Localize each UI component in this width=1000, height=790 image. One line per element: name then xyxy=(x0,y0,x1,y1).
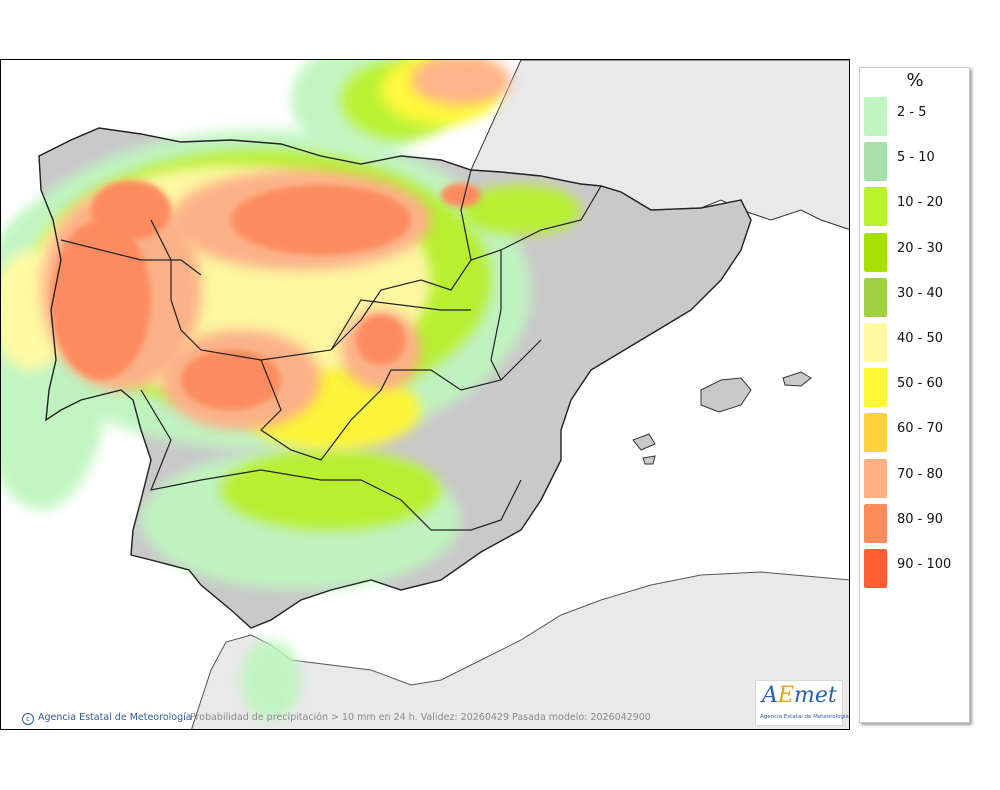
legend-swatch xyxy=(864,187,887,227)
formentera xyxy=(642,455,656,465)
ibiza xyxy=(632,433,656,451)
legend-label: 2 - 5 xyxy=(897,105,927,120)
africa-land xyxy=(191,571,849,729)
legend-item: 30 - 40 xyxy=(864,274,968,317)
legend-item: 40 - 50 xyxy=(864,319,968,362)
legend-label: 50 - 60 xyxy=(897,376,944,392)
legend-label: 5 - 10 xyxy=(897,150,935,166)
legend-swatch xyxy=(864,503,887,543)
legend-label: 60 - 70 xyxy=(897,421,944,437)
legend-swatch xyxy=(864,232,887,272)
legend-item: 5 - 10 xyxy=(864,138,968,182)
legend-swatch xyxy=(864,142,887,182)
legend-swatch xyxy=(864,368,887,408)
legend-swatch xyxy=(864,413,887,453)
legend-swatch xyxy=(864,549,887,588)
legend-label: 90 - 100 xyxy=(897,557,952,572)
legend-item: 60 - 70 xyxy=(864,409,968,453)
mallorca xyxy=(700,377,752,413)
forecast-map xyxy=(0,59,850,730)
legend-item: 50 - 60 xyxy=(864,364,968,408)
legend-label: 40 - 50 xyxy=(897,331,944,346)
legend-item: 2 - 5 xyxy=(864,93,968,136)
legend-swatch xyxy=(864,458,887,498)
aemet-logo: AEmet Agencia Estatal de Meteorología xyxy=(755,680,849,726)
legend-swatch xyxy=(864,277,887,317)
credit-text: Agencia Estatal de Meteorología xyxy=(38,712,192,723)
legend-unit: % xyxy=(906,70,924,91)
legend-label: 80 - 90 xyxy=(897,511,944,527)
credit-line: c Agencia Estatal de Meteorología xyxy=(22,712,192,725)
legend-panel: % 2 - 5 5 - 10 10 - 20 20 - 30 30 - 40 40 - 5… xyxy=(859,67,970,723)
logo-subtitle: Agencia Estatal de Meteorología xyxy=(760,714,849,720)
legend-swatch xyxy=(864,323,887,362)
legend-label: 10 - 20 xyxy=(897,195,944,211)
copyright-icon: c xyxy=(22,713,34,725)
map-caption: Probabilidad de precipitación > 10 mm en… xyxy=(190,712,651,723)
menorca xyxy=(782,371,812,387)
legend-label: 30 - 40 xyxy=(897,285,944,301)
legend-item: 80 - 90 xyxy=(864,500,968,543)
legend-label: 70 - 80 xyxy=(897,466,944,482)
legend-item: 10 - 20 xyxy=(864,183,968,227)
legend-item: 90 - 100 xyxy=(864,545,968,588)
legend-item: 20 - 30 xyxy=(864,229,968,272)
legend-swatch xyxy=(864,97,887,136)
region-borders xyxy=(60,169,602,531)
aemet-logo-wordmark: AEmet xyxy=(762,683,837,708)
legend-label: 20 - 30 xyxy=(897,240,944,256)
legend-item: 70 - 80 xyxy=(864,455,968,498)
